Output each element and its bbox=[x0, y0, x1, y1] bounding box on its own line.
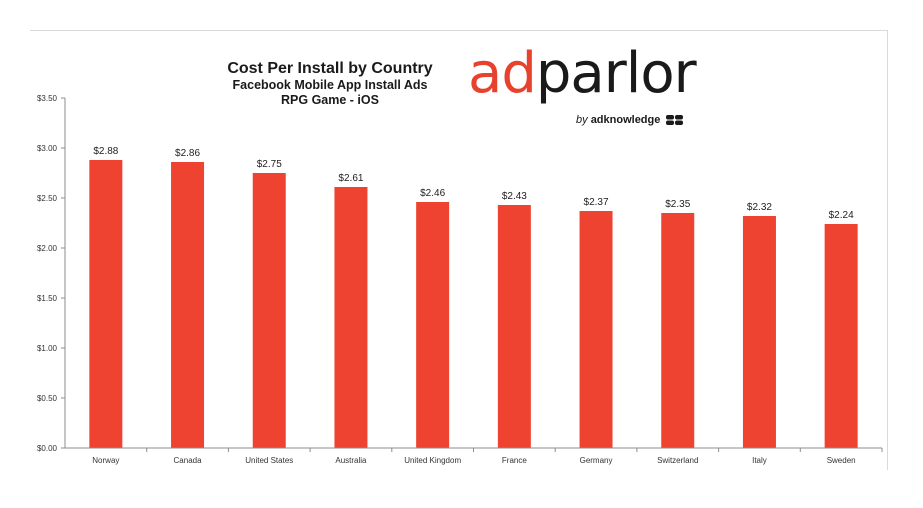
x-tick-label: Italy bbox=[752, 456, 767, 465]
data-label: $2.88 bbox=[93, 146, 118, 157]
bars bbox=[89, 160, 858, 448]
y-tick-label: $1.00 bbox=[37, 344, 58, 353]
data-label: $2.32 bbox=[747, 202, 772, 213]
bar-united-states bbox=[252, 173, 286, 448]
data-label: $2.75 bbox=[257, 159, 282, 170]
x-tick-label: United Kingdom bbox=[404, 456, 461, 465]
x-axis: Norway Canada United States Australia United… bbox=[65, 447, 883, 465]
bar-germany bbox=[579, 211, 613, 448]
x-tick-label: Canada bbox=[174, 456, 203, 465]
bar-canada bbox=[171, 162, 205, 448]
logo-wordmark-accent: ad bbox=[468, 41, 537, 106]
bar-italy bbox=[742, 216, 776, 448]
data-label: $2.86 bbox=[175, 148, 200, 159]
data-label: $2.24 bbox=[829, 210, 854, 221]
data-label: $2.37 bbox=[584, 197, 609, 208]
logo-by-brand: adknowledge bbox=[590, 114, 661, 126]
logo-byline: by adknowledge bbox=[576, 114, 685, 126]
y-tick-label: $2.50 bbox=[37, 194, 58, 203]
adparlor-logo: adparlor by adknowledge bbox=[468, 42, 708, 132]
bar-france bbox=[497, 205, 531, 448]
y-tick-label: $2.00 bbox=[37, 244, 58, 253]
x-tick-label: France bbox=[502, 456, 527, 465]
data-label: $2.61 bbox=[338, 173, 363, 184]
adknowledge-mark-icon bbox=[666, 115, 684, 126]
y-tick-label: $3.50 bbox=[37, 94, 58, 103]
y-tick-label: $3.00 bbox=[37, 144, 58, 153]
y-tick-label: $1.50 bbox=[37, 294, 58, 303]
data-label: $2.46 bbox=[420, 188, 445, 199]
data-labels: $2.88 $2.86 $2.75 $2.61 $2.46 $2.43 $2.37 $2.35… bbox=[93, 146, 854, 221]
bar-united-kingdom bbox=[416, 202, 450, 448]
x-tick-label: Sweden bbox=[827, 456, 856, 465]
bar-australia bbox=[334, 187, 368, 448]
bar-norway bbox=[89, 160, 123, 448]
x-tick-label: Switzerland bbox=[657, 456, 698, 465]
logo-by-prefix: by bbox=[576, 114, 588, 126]
x-tick-label: Norway bbox=[92, 456, 119, 465]
x-tick-label: Australia bbox=[335, 456, 367, 465]
data-label: $2.35 bbox=[665, 199, 690, 210]
bar-sweden bbox=[824, 224, 858, 448]
chart-subtitle-line-2: RPG Game - iOS bbox=[281, 93, 379, 107]
chart-frame bbox=[30, 30, 888, 470]
logo-wordmark-rest: parlor bbox=[535, 41, 697, 106]
data-label: $2.43 bbox=[502, 191, 527, 202]
x-tick-label: United States bbox=[245, 456, 293, 465]
x-tick-label: Germany bbox=[580, 456, 613, 465]
chart-title-block: Cost Per Install by Country Facebook Mob… bbox=[180, 60, 480, 108]
y-tick-label: $0.50 bbox=[37, 394, 58, 403]
chart-title: Cost Per Install by Country bbox=[227, 60, 433, 77]
y-tick-label: $0.00 bbox=[37, 444, 58, 453]
y-axis: $0.00 $0.50 $1.00 $1.50 $2.00 $2.50 $3.00 $3.50 bbox=[37, 94, 66, 453]
logo-wordmark: adparlor bbox=[468, 41, 697, 106]
bar-switzerland bbox=[661, 213, 695, 448]
chart-subtitle-line-1: Facebook Mobile App Install Ads bbox=[232, 78, 428, 92]
